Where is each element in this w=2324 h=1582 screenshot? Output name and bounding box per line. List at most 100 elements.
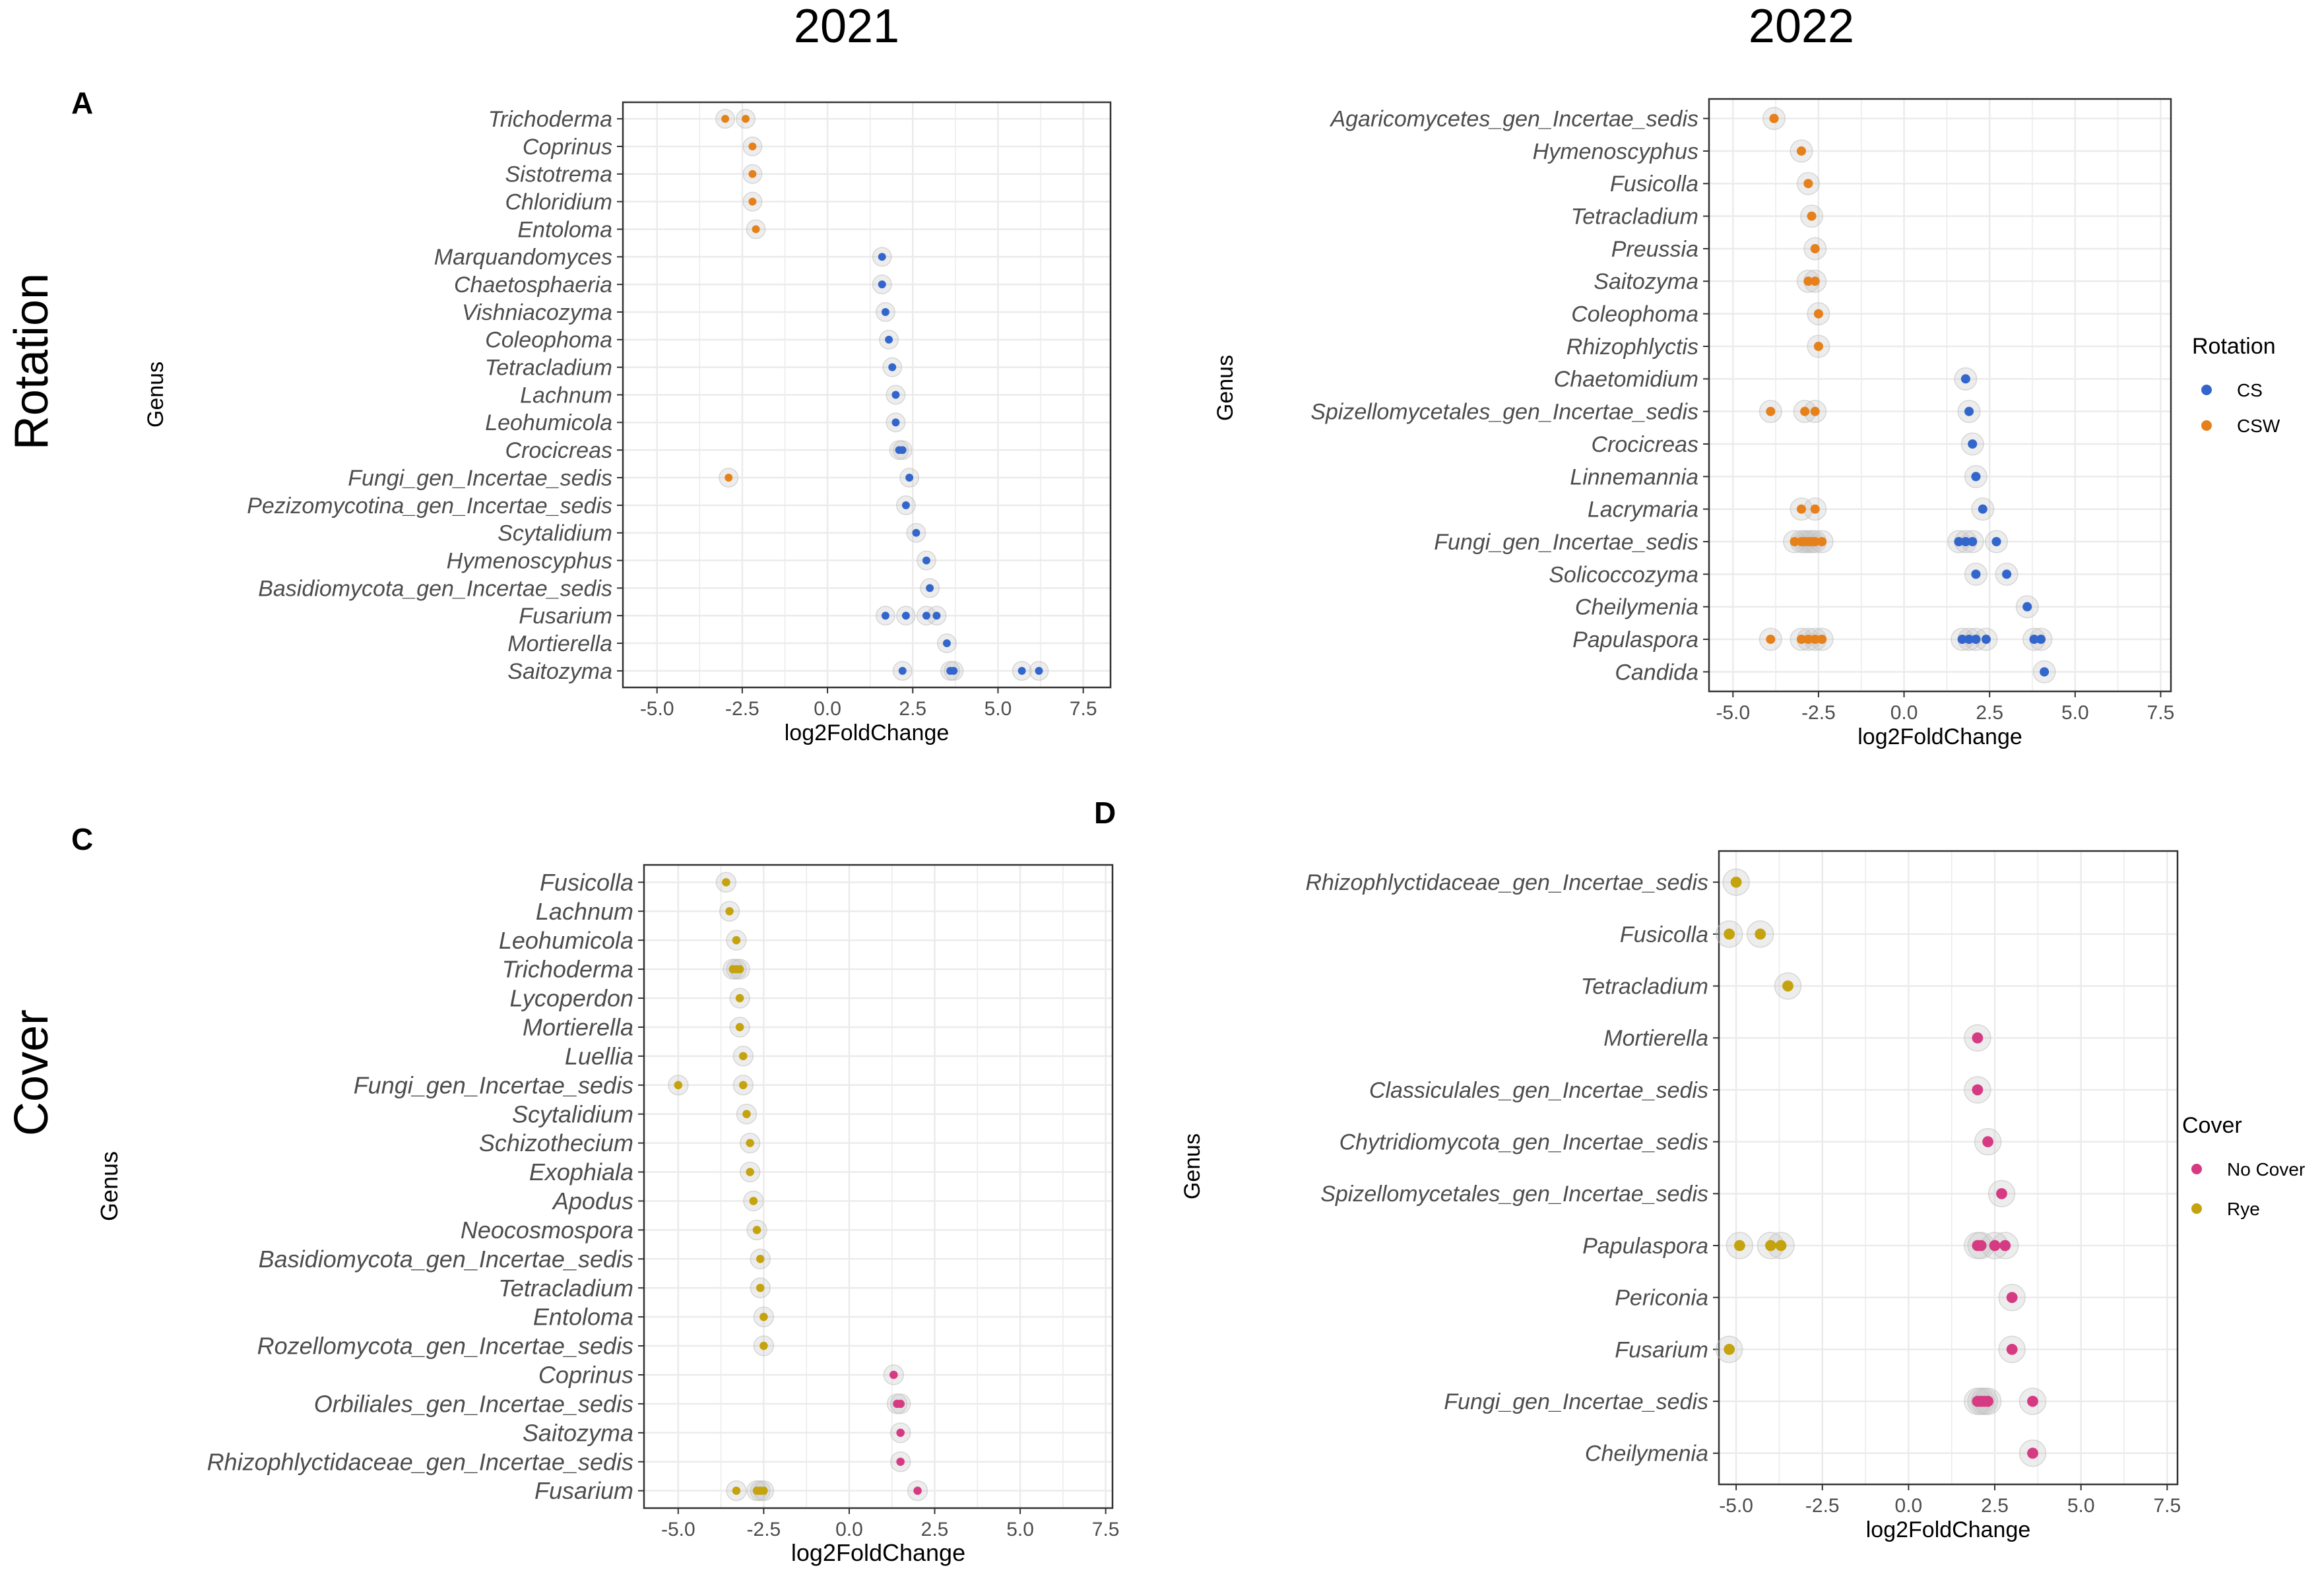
panel-c-point-rye-schizothecium [746,1139,754,1147]
panel-a-point-cs-fusarium [932,612,941,620]
panel-d-point-no-cover-papulaspora [1999,1240,2011,1251]
panel-c-category-label-leohumicola: Leohumicola [499,927,633,954]
panel-b-point-cs-fungi-gen-incertae-sedis [1968,536,1978,547]
panel-b-point-csw-papulaspora [1766,635,1776,645]
panel-c-category-label-fungi-gen-incertae-sedis: Fungi_gen_Incertae_sedis [354,1071,633,1098]
panel-c-point-rye-apodus [749,1197,758,1205]
panel-a-point-cs-fusarium [901,612,910,620]
panel-b-category-label-coleophoma: Coleophoma [1571,302,1698,327]
panel-c-category-label-fusicolla: Fusicolla [540,869,633,896]
panel-c-point-no-cover-rhizophlyctidaceae-gen-incertae-sedis [896,1457,905,1467]
panel-a-category-label-mortierella: Mortierella [507,631,612,656]
panel-a-category-label-hymenoscyphus: Hymenoscyphus [447,548,612,573]
panel-d-point-rye-papulaspora [1775,1240,1787,1251]
panel-a-x-tick-label: 0.0 [814,698,841,720]
panel-b-point-csw-papulaspora [1796,635,1807,645]
panel-c-category-label-scytalidium: Scytalidium [512,1100,633,1127]
panel-b-category-label-saitozyma: Saitozyma [1594,269,1698,294]
panel-b-scatter: Agaricomycetes_gen_Incertae_sedis Hymenos… [1213,98,2280,749]
panel-d-scatter: Rhizophlyctidaceae_gen_Incertae_sedis Fus… [1180,850,2305,1542]
panel-d-x-tick-label: 0.0 [1895,1495,1923,1517]
panel-a-point-cs-coleophoma [885,335,893,344]
panel-c-category-label-entoloma: Entoloma [533,1304,633,1331]
panel-b-point-csw-spizellomycetales-gen-incertae-sedis [1810,406,1820,416]
panel-d-category-label-fungi-gen-incertae-sedis: Fungi_gen_Incertae_sedis [1444,1389,1708,1414]
panel-a-category-label-fusarium: Fusarium [519,604,612,629]
panel-c-x-tick-label: 5.0 [1006,1519,1034,1540]
panel-b-point-cs-papulaspora [1971,635,1981,645]
panel-c-point-rye-fusicolla [722,878,730,887]
panel-d-point-no-cover-fusarium [2006,1344,2018,1355]
panel-b-category-label-agaricomycetes-gen-incertae-sedis: Agaricomycetes_gen_Incertae_sedis [1329,107,1698,132]
panel-c-point-rye-scytalidium [742,1110,751,1118]
panel-a-point-cs-fusarium [922,612,930,620]
panel-a-point-cs-fusarium [881,612,889,620]
panel-d-y-axis-title: Genus [1180,1133,1205,1199]
panel-a-point-cs-tetracladium [888,363,897,371]
panel-a-point-csw-sistotrema [748,170,757,178]
panel-a-point-cs-lachnum [891,391,900,399]
panel-b-legend-key-cs [2201,385,2212,395]
panel-d-point-no-cover-chytridiomycota-gen-incertae-sedis [1982,1136,1993,1148]
panel-a-x-tick-label: -2.5 [725,698,759,720]
panel-d-panel-border [1718,850,2179,1486]
panel-b-point-csw-rhizophlyctis [1813,341,1823,352]
panel-c-x-tick-label: 0.0 [835,1519,863,1540]
panel-b-point-csw-coleophoma [1813,309,1823,319]
panel-c-point-rye-rozellomycota-gen-incertae-sedis [759,1341,768,1350]
panel-b-category-label-tetracladium: Tetracladium [1571,205,1698,230]
panel-d-point-no-cover-fungi-gen-incertae-sedis [2027,1395,2038,1407]
panel-b-point-csw-fungi-gen-incertae-sedis [1790,536,1799,547]
panel-b-x-axis-title: log2FoldChange [1857,724,2022,749]
panel-d-category-label-classiculales-gen-incertae-sedis: Classiculales_gen_Incertae_sedis [1369,1078,1708,1103]
panel-c-category-label-trichoderma: Trichoderma [502,956,633,983]
panel-c-point-rye-luellia [739,1052,748,1061]
panel-b-point-cs-linnemannia [1971,472,1981,482]
panel-c-x-axis-title: log2FoldChange [791,1539,965,1566]
panel-c-point-no-cover-coprinus [889,1370,898,1379]
panel-c-point-rye-tetracladium [756,1283,765,1292]
row-title-rotation: Rotation [5,273,58,450]
panel-d-legend-title: Cover [2182,1113,2242,1138]
panel-b-point-csw-saitozyma [1810,276,1820,286]
panel-c-point-rye-fusarium [732,1486,741,1495]
panel-label-a: A [71,86,93,120]
panel-c-category-label-mortierella: Mortierella [523,1014,633,1041]
panel-a-point-cs-saitozyma [1017,666,1026,675]
panel-d-point-rye-papulaspora [1764,1240,1776,1251]
panel-d-category-label-tetracladium: Tetracladium [1581,974,1708,999]
panel-b-legend-title: Rotation [2192,334,2276,359]
panel-a-x-tick-label: 7.5 [1070,698,1097,720]
panel-b-x-tick-label: 2.5 [1976,702,2003,724]
panel-b-point-csw-fungi-gen-incertae-sedis [1817,536,1827,547]
panel-b-category-label-lacrymaria: Lacrymaria [1588,497,1698,522]
panel-b-category-label-chaetomidium: Chaetomidium [1554,367,1698,392]
panel-a-point-cs-pezizomycotina-gen-incertae-sedis [901,501,910,509]
panel-a-category-label-leohumicola: Leohumicola [485,410,612,435]
panel-c-category-label-neocosmospora: Neocosmospora [461,1217,633,1244]
panel-a-point-cs-saitozyma [1035,666,1043,675]
panel-a-x-axis-title: log2FoldChange [785,720,950,745]
panel-a-panel-border [622,101,1112,689]
panel-c-panel-border [643,864,1114,1509]
panel-b-point-csw-hymenoscyphus [1796,146,1807,156]
panel-b-point-csw-tetracladium [1807,211,1817,221]
panel-a-category-label-coprinus: Coprinus [523,135,612,160]
panel-d-point-no-cover-periconia [2006,1292,2018,1304]
panel-a-category-label-entoloma: Entoloma [517,217,612,242]
panel-label-c: C [71,822,93,856]
panel-a-category-label-tetracladium: Tetracladium [485,356,612,381]
panel-b-point-csw-lacrymaria [1796,504,1807,514]
panel-b-plot-background [1709,99,2171,691]
panel-d-point-rye-tetracladium [1782,980,1793,992]
panel-a-point-cs-marquandomyces [878,253,886,261]
panel-b-point-cs-solicoccozyma [2002,569,2012,579]
panel-d-point-no-cover-papulaspora [1975,1240,1987,1251]
panel-b-point-csw-papulaspora [1810,635,1820,645]
panel-c-point-rye-fungi-gen-incertae-sedis [674,1081,683,1090]
row-title-cover: Cover [5,1009,58,1136]
panel-a-point-cs-vishniacozyma [881,308,889,316]
panel-a-point-cs-chaetosphaeria [878,280,886,289]
panel-a-category-label-chaetosphaeria: Chaetosphaeria [454,272,612,298]
